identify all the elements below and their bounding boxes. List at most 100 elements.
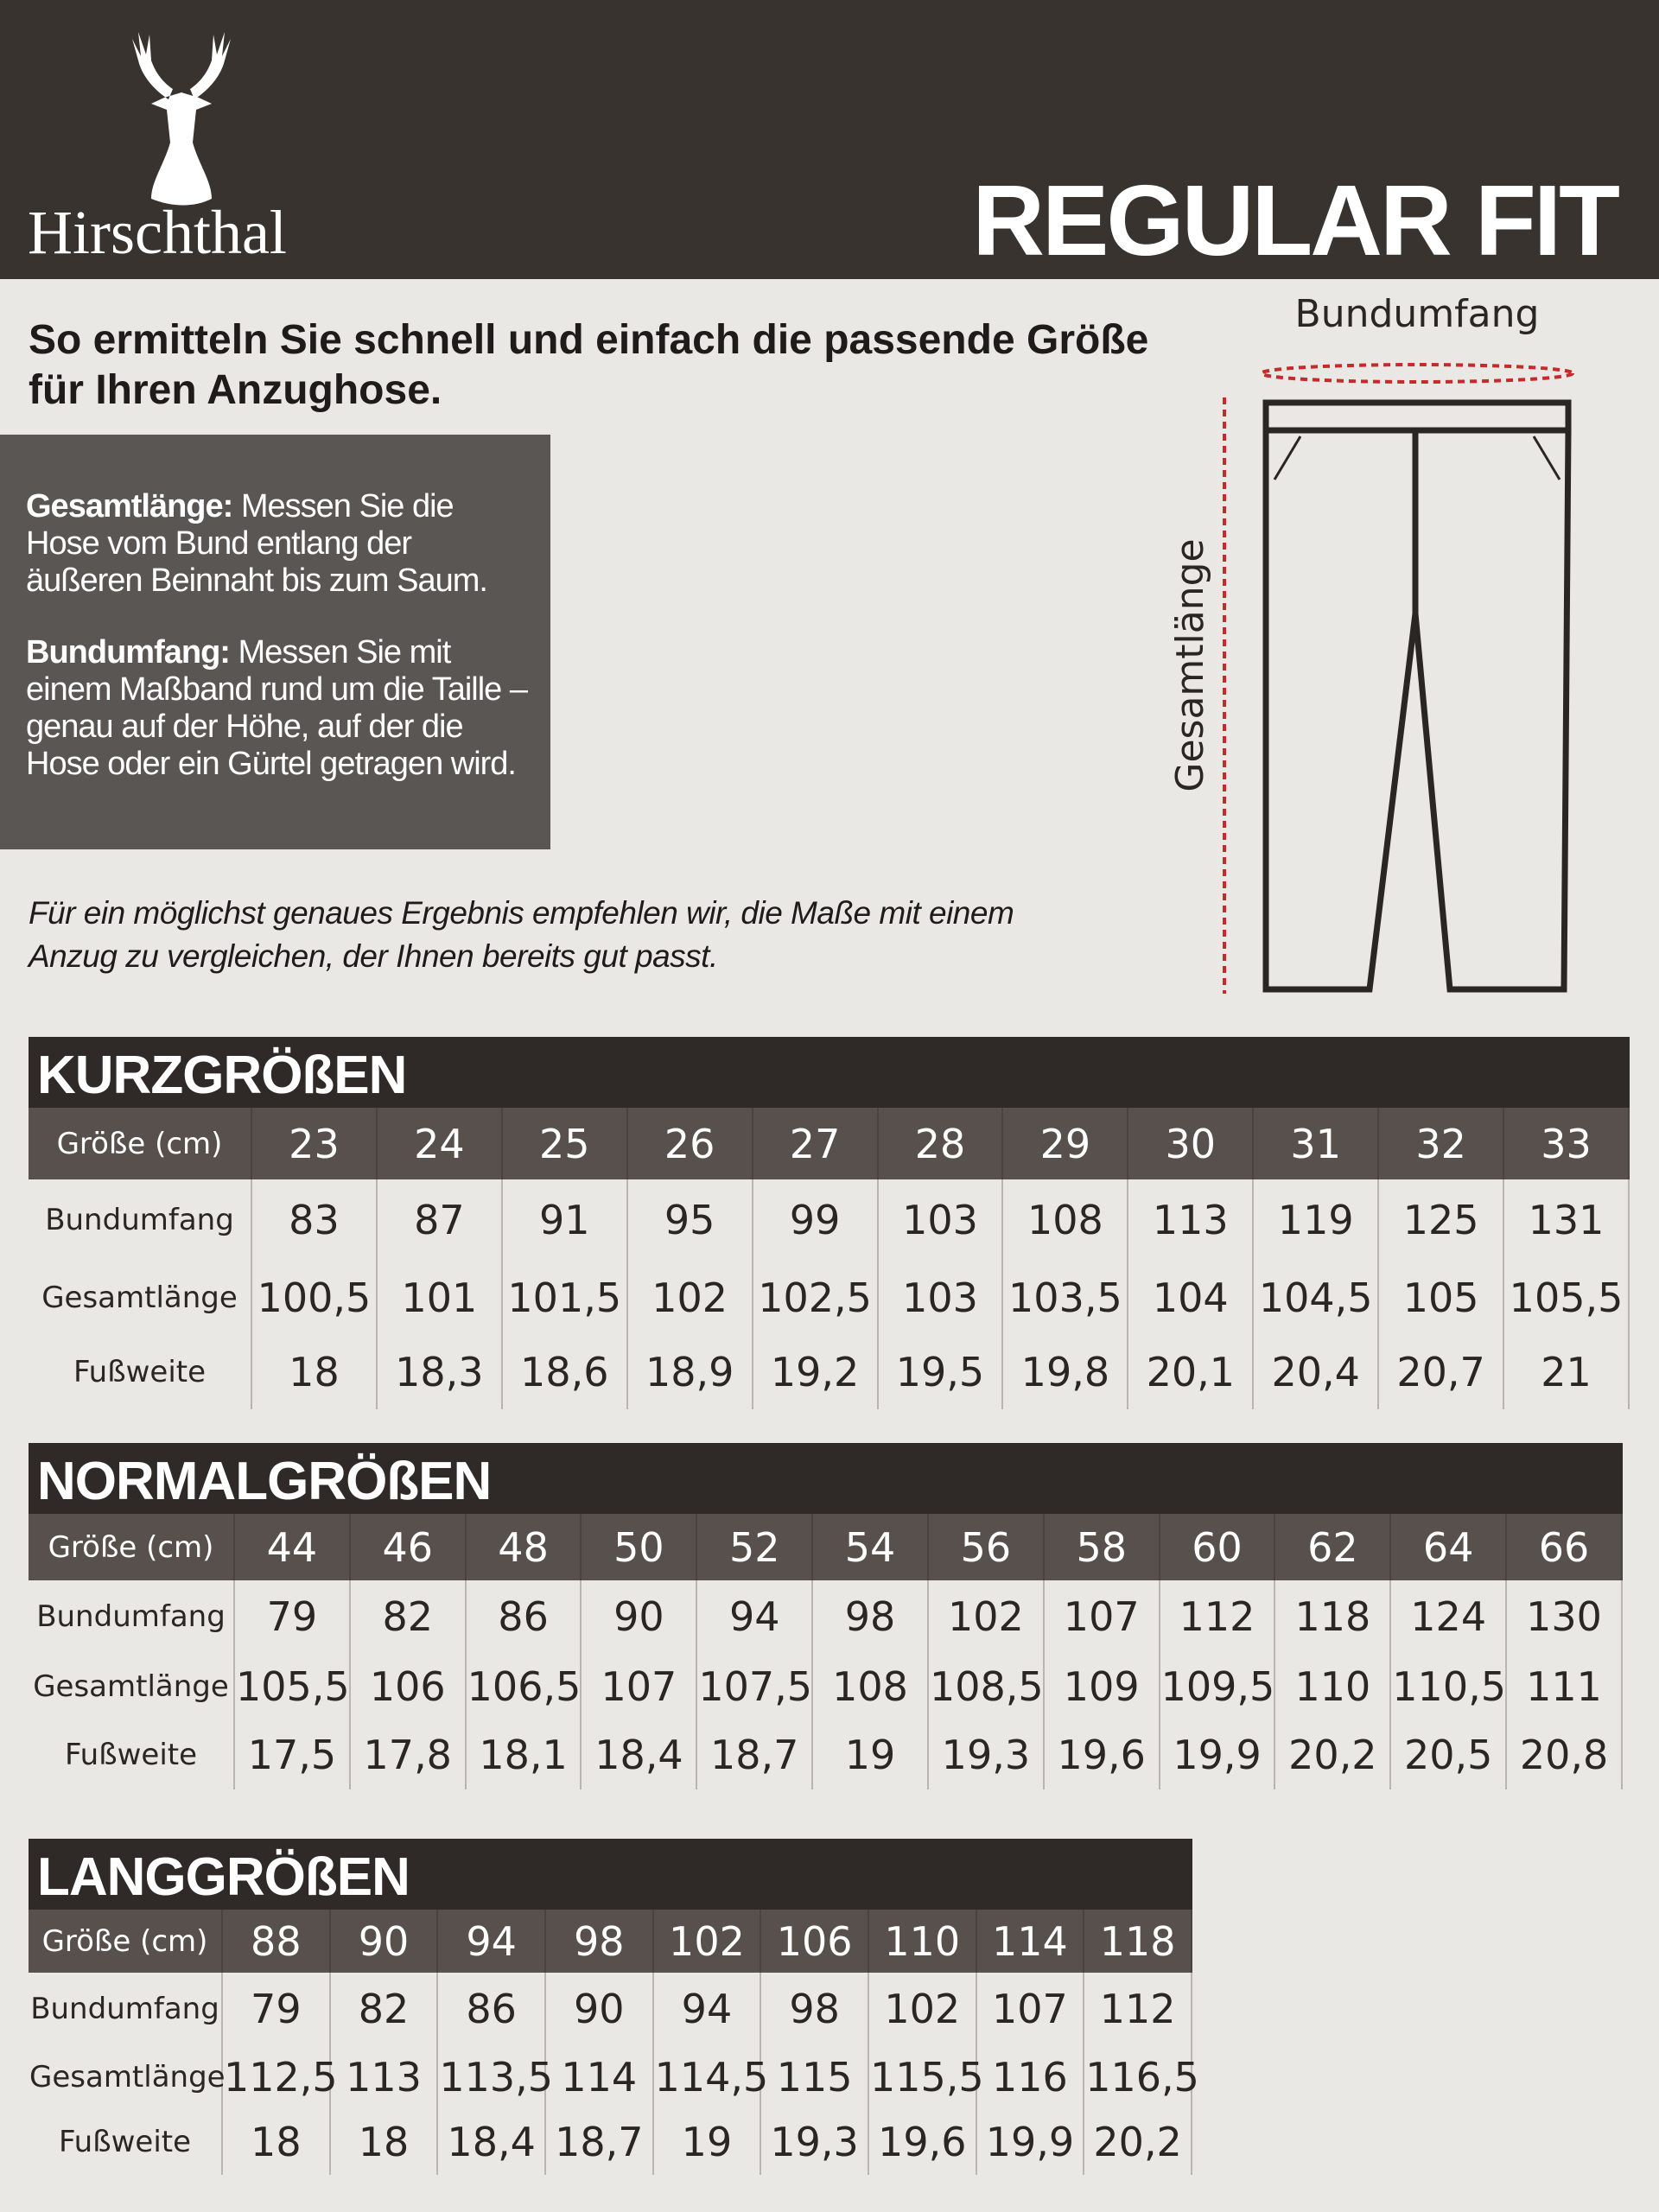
cell: 109 — [1043, 1653, 1160, 1720]
pants-outline — [1262, 399, 1572, 993]
size-header: 31 — [1253, 1108, 1380, 1179]
cell: 19,5 — [877, 1335, 1004, 1409]
instruction-text: Messen Sie mit einem Maßband rund um die… — [26, 634, 528, 782]
size-header: 64 — [1390, 1514, 1508, 1580]
header-row: Größe (cm) 23 24 25 26 27 28 29 30 31 32 33 — [29, 1108, 1630, 1179]
size-header: 44 — [234, 1514, 351, 1580]
deer-logo — [132, 32, 231, 206]
cell: 119 — [1253, 1179, 1380, 1261]
cell: 116 — [976, 2045, 1085, 2109]
cell: 98 — [812, 1580, 929, 1653]
row-label: Gesamtlänge — [29, 2045, 226, 2109]
intro-heading: So ermitteln Sie schnell und einfach die… — [29, 317, 1149, 413]
data-row: Bundumfang 79 82 86 90 94 98 102 107 112 118 124 130 — [29, 1580, 1623, 1653]
cell: 18 — [222, 2109, 331, 2175]
cell: 125 — [1378, 1179, 1505, 1261]
cell: 103 — [877, 1261, 1004, 1335]
waist-marker — [1260, 363, 1574, 384]
size-header: 90 — [329, 1910, 439, 1973]
size-header: 25 — [501, 1108, 628, 1179]
size-header: 27 — [752, 1108, 879, 1179]
cell: 18,7 — [544, 2109, 654, 2175]
header-bar: Hirschthal REGULAR FIT — [0, 0, 1659, 279]
size-header: 106 — [760, 1910, 869, 1973]
cell: 100,5 — [251, 1261, 378, 1335]
cell: 98 — [760, 1973, 869, 2045]
cell: 90 — [544, 1973, 654, 2045]
size-header: 54 — [812, 1514, 929, 1580]
cell: 19,6 — [868, 2109, 977, 2175]
cell: 83 — [251, 1179, 378, 1261]
size-header: 48 — [465, 1514, 582, 1580]
cell: 131 — [1503, 1179, 1630, 1261]
size-header: 60 — [1159, 1514, 1276, 1580]
instruction-term: Gesamtlänge: — [26, 488, 233, 524]
table: Größe (cm) 44 46 48 50 52 54 56 58 60 62 64 66 Bundum… — [29, 1514, 1623, 1789]
table-title: KURZGRÖßEN — [29, 1037, 1630, 1108]
cell: 87 — [376, 1179, 503, 1261]
cell: 19,9 — [976, 2109, 1085, 2175]
cell: 111 — [1506, 1653, 1623, 1720]
cell: 79 — [222, 1973, 331, 2045]
data-row: Gesamtlänge 112,5 113 113,5 114 114,5 115 115,5… — [29, 2045, 1199, 2109]
cell: 113 — [1128, 1179, 1255, 1261]
size-header: 66 — [1506, 1514, 1623, 1580]
cell: 82 — [329, 1973, 439, 2045]
size-table: NORMALGRÖßEN Größe (cm) 44 46 48 50 52 54 56 58 60… — [29, 1443, 1623, 1789]
cell: 113,5 — [437, 2045, 553, 2109]
cell: 116,5 — [1084, 2045, 1199, 2109]
table-title: LANGGRÖßEN — [29, 1839, 1192, 1910]
cell: 91 — [501, 1179, 628, 1261]
size-header: 56 — [927, 1514, 1045, 1580]
cell: 19,3 — [760, 2109, 869, 2175]
cell: 108 — [812, 1653, 929, 1720]
cell: 106 — [349, 1653, 467, 1720]
cell: 20,2 — [1084, 2109, 1192, 2175]
size-table: LANGGRÖßEN Größe (cm) 88 90 94 98 102 106 110 114… — [29, 1839, 1199, 2175]
instruction-box: Gesamtlänge: Messen Sie die Hose vom Bun… — [0, 435, 550, 849]
cell: 112 — [1159, 1580, 1276, 1653]
header-label: Größe (cm) — [29, 1108, 252, 1179]
row-label: Gesamtlänge — [29, 1261, 252, 1335]
cell: 118 — [1274, 1580, 1392, 1653]
cell: 105,5 — [1503, 1261, 1630, 1335]
cell: 108 — [1002, 1179, 1129, 1261]
cell: 103,5 — [1002, 1261, 1129, 1335]
cell: 19 — [812, 1720, 929, 1789]
cell: 110 — [1274, 1653, 1392, 1720]
header-row: Größe (cm) 88 90 94 98 102 106 110 114 118 — [29, 1910, 1192, 1973]
cell: 19,9 — [1159, 1720, 1276, 1789]
cell: 82 — [349, 1580, 467, 1653]
cell: 107,5 — [696, 1653, 814, 1720]
data-row: Fußweite 18 18,3 18,6 18,9 19,2 19,5 19,8 20,1 20… — [29, 1335, 1630, 1409]
pants-diagram: Bundumfang Gesamtlänge — [1168, 294, 1574, 994]
cell: 112,5 — [222, 2045, 338, 2109]
header-label: Größe (cm) — [29, 1514, 235, 1580]
cell: 107 — [581, 1653, 698, 1720]
cell: 20,8 — [1506, 1720, 1623, 1789]
size-header: 28 — [877, 1108, 1004, 1179]
size-header: 32 — [1378, 1108, 1505, 1179]
cell: 19,6 — [1043, 1720, 1160, 1789]
cell: 95 — [626, 1179, 753, 1261]
cell: 104 — [1128, 1261, 1255, 1335]
cell: 18,4 — [581, 1720, 698, 1789]
cell: 114 — [544, 2045, 654, 2109]
cell: 106,5 — [465, 1653, 582, 1720]
intro-note: Für ein möglichst genaues Ergebnis empfe… — [29, 895, 1014, 974]
header-label: Größe (cm) — [29, 1910, 223, 1973]
size-header: 26 — [626, 1108, 753, 1179]
cell: 105 — [1378, 1261, 1505, 1335]
cell: 110,5 — [1390, 1653, 1508, 1720]
cell: 19 — [652, 2109, 762, 2175]
cell: 90 — [581, 1580, 698, 1653]
cell: 79 — [234, 1580, 351, 1653]
cell: 18,1 — [465, 1720, 582, 1789]
size-header: 110 — [868, 1910, 977, 1973]
size-table: KURZGRÖßEN Größe (cm) 23 24 25 26 27 28 29 30 31 32… — [29, 1037, 1630, 1409]
cell: 19,8 — [1002, 1335, 1129, 1409]
cell: 17,8 — [349, 1720, 467, 1789]
size-header: 114 — [976, 1910, 1085, 1973]
size-header: 24 — [376, 1108, 503, 1179]
page-title: REGULAR FIT — [972, 164, 1620, 276]
